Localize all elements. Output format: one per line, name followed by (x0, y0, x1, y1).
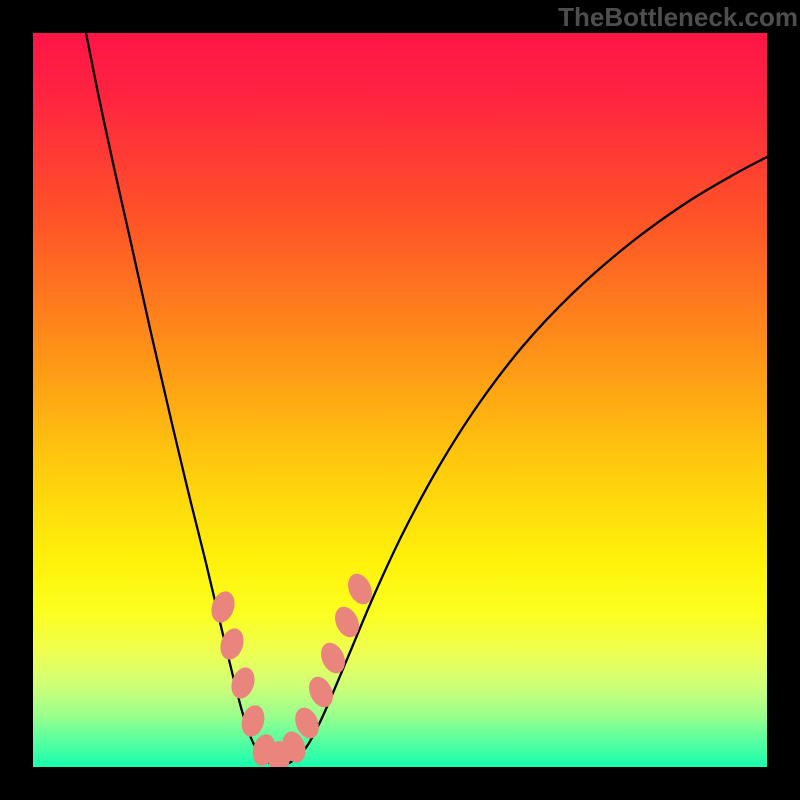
watermark-text: TheBottleneck.com (558, 2, 798, 33)
bottleneck-chart (0, 0, 800, 800)
plot-background (33, 33, 767, 767)
